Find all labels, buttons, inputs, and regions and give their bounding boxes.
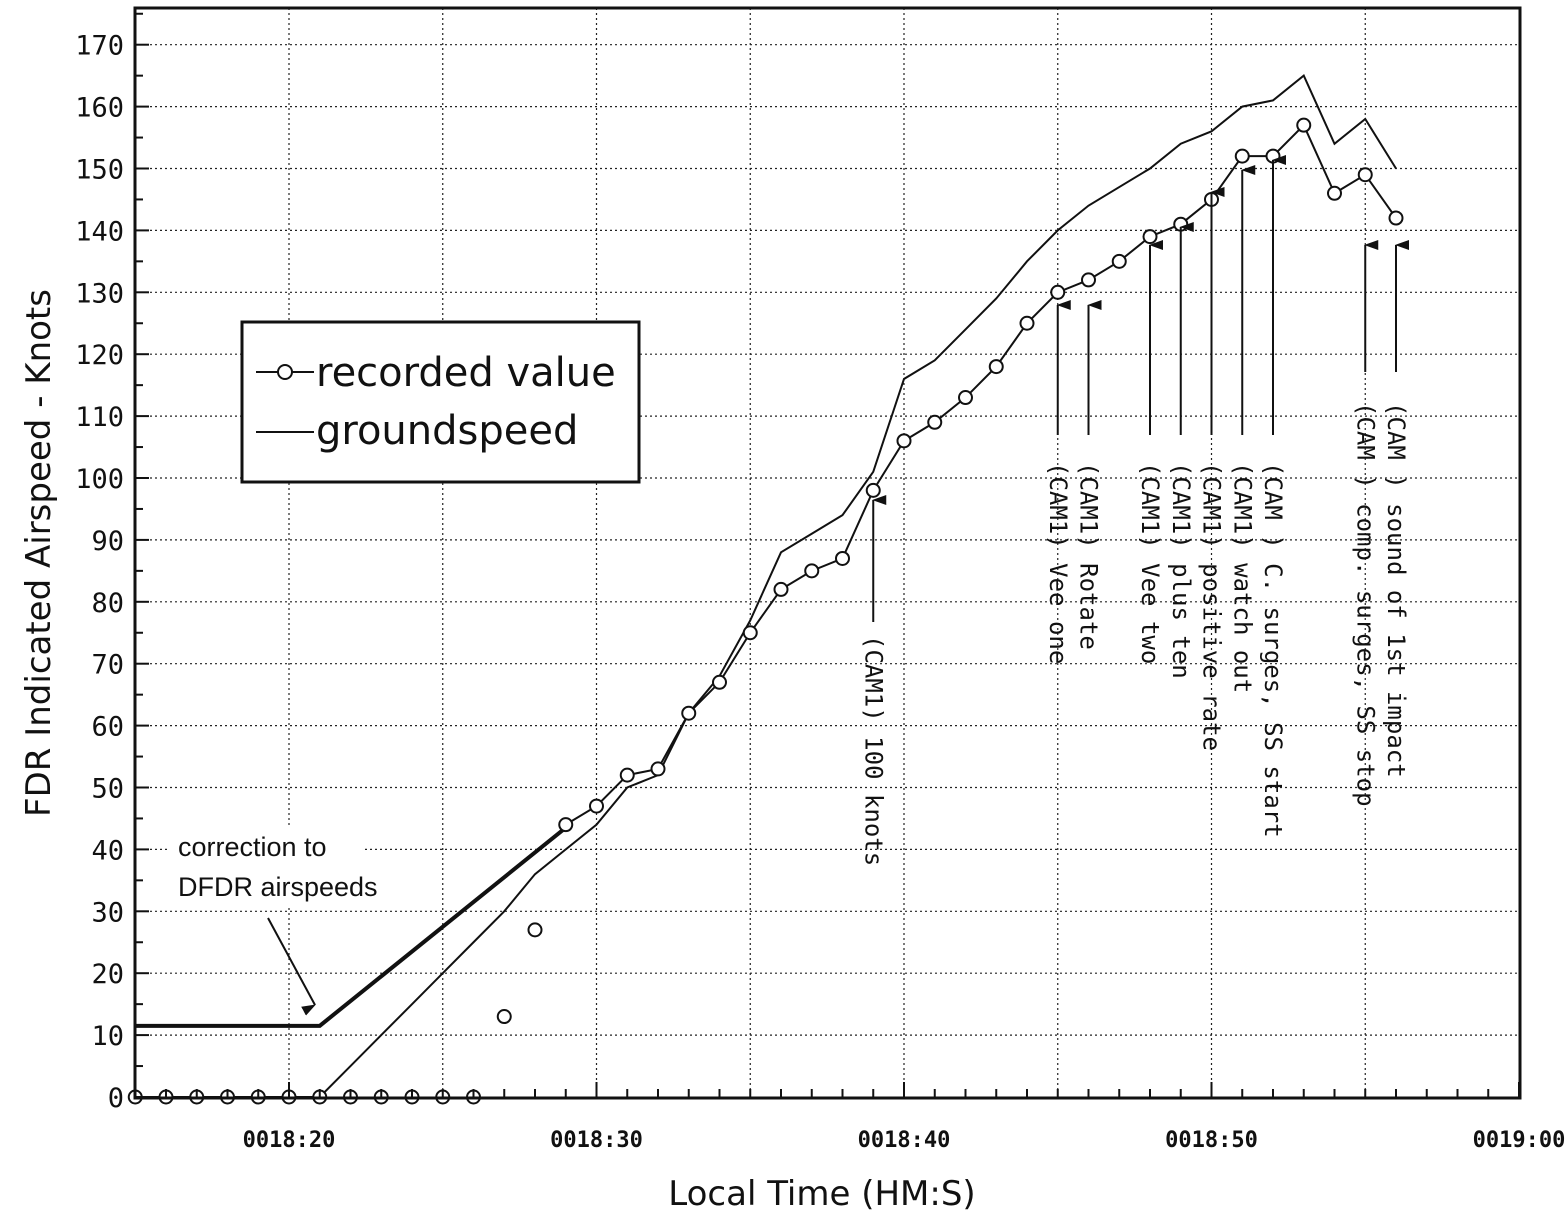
legend: recorded value groundspeed [240,320,641,484]
annotation-label: (CAM1) 100 knots [859,635,887,866]
correction-line [135,826,568,1028]
y-tick-label: 30 [91,897,124,928]
recorded-value-line [565,123,1397,826]
recorded-value-point [650,761,666,777]
recorded-value-point [958,390,973,406]
y-tick-label: 170 [75,31,124,62]
recorded-value-point [1050,284,1066,300]
annotation-label: (CAM1) Rotate [1075,462,1103,650]
recorded-value-point [804,563,820,579]
annotation-label: (CAM ) sound of 1st impact [1382,402,1410,778]
x-tick-label: 0018:50 [1165,1128,1258,1153]
recorded-value-point [1081,272,1096,288]
annotation-arrows [872,155,1409,622]
y-tick-label: 120 [75,340,124,371]
recorded-value-point [496,1009,512,1025]
recorded-value-point [773,581,789,597]
recorded-value-point [742,625,758,641]
x-tick-label: 0018:30 [550,1128,643,1153]
axis-ticks: 0 10 20 30 40 50 60 70 80 90 100 110 120 130 140 150 160… [75,12,1566,1153]
annotation-label: (CAM ) comp. surges, SS stop [1351,402,1379,807]
correction-note-bg [170,825,365,905]
recorded-value-point [558,817,574,833]
recorded-value-point [681,705,697,721]
plot-frame [133,6,1522,1100]
legend-box [240,320,641,484]
annotation-label: (CAM1) positive rate [1198,462,1226,751]
annotation-label: (CAM1) plus ten [1167,462,1195,679]
annotation-label: (CAM ) C. surges, SS start [1259,462,1287,838]
legend-groundspeed-label: groundspeed [316,408,578,454]
recorded-value-point [835,550,850,566]
recorded-value-point [1296,117,1312,133]
recorded-value-point [865,482,881,498]
y-axis-label: FDR Indicated Airspeed - Knots [19,289,59,817]
annotation-label: (CAM1) Vee one [1044,462,1072,664]
y-tick-label: 20 [91,959,124,990]
correction-note-line2: DFDR airspeeds [178,872,378,902]
y-tick-label: 160 [75,93,124,124]
recorded-value-point [1327,185,1342,201]
recorded-value-point [1234,148,1250,164]
x-tick-label: 0018:40 [858,1128,951,1153]
recorded-value-point [619,767,635,783]
recorded-value-point [927,414,943,430]
cockpit-annotations: (CAM1) 100 knots (CAM1) Vee one (CAM1) Rot… [859,402,1410,866]
x-tick-label: 0019:00 [1473,1128,1566,1153]
recorded-value-point [1111,253,1127,269]
y-tick-label: 110 [75,402,124,433]
recorded-value-point [589,798,604,814]
x-axis-label: Local Time (HM:S) [668,1174,975,1214]
y-tick-label: 100 [75,464,124,495]
correction-note-line1: correction to [178,832,327,862]
y-tick-label: 50 [91,774,124,805]
correction-note: correction to DFDR airspeeds [170,825,378,1016]
recorded-value-point [1388,210,1404,226]
recorded-value-point [988,359,1004,375]
y-tick-label: 10 [91,1021,124,1052]
legend-recorded-label: recorded value [316,350,616,396]
grid-lines [135,8,1520,1098]
y-tick-label: 140 [75,216,124,247]
annotation-label: (CAM1) watch out [1228,462,1256,693]
y-tick-label: 0 [108,1083,124,1114]
recorded-value-point [712,674,727,690]
y-tick-label: 130 [75,278,124,309]
groundspeed-line [135,74,1397,1098]
recorded-value-point [896,433,912,449]
y-tick-label: 40 [91,835,124,866]
recorded-value-point [1019,315,1035,331]
y-tick-label: 80 [91,588,124,619]
y-tick-label: 70 [91,650,124,681]
x-tick-label: 0018:20 [243,1128,336,1153]
recorded-value-point [527,922,543,938]
recorded-value-point [1357,167,1373,183]
y-tick-label: 150 [75,155,124,186]
y-tick-label: 60 [91,712,124,743]
y-tick-label: 90 [91,526,124,557]
annotation-label: (CAM1) Vee two [1136,462,1164,664]
correction-arrow [267,917,316,1016]
recorded-value-point [1142,229,1158,245]
legend-circle-marker [277,364,293,380]
